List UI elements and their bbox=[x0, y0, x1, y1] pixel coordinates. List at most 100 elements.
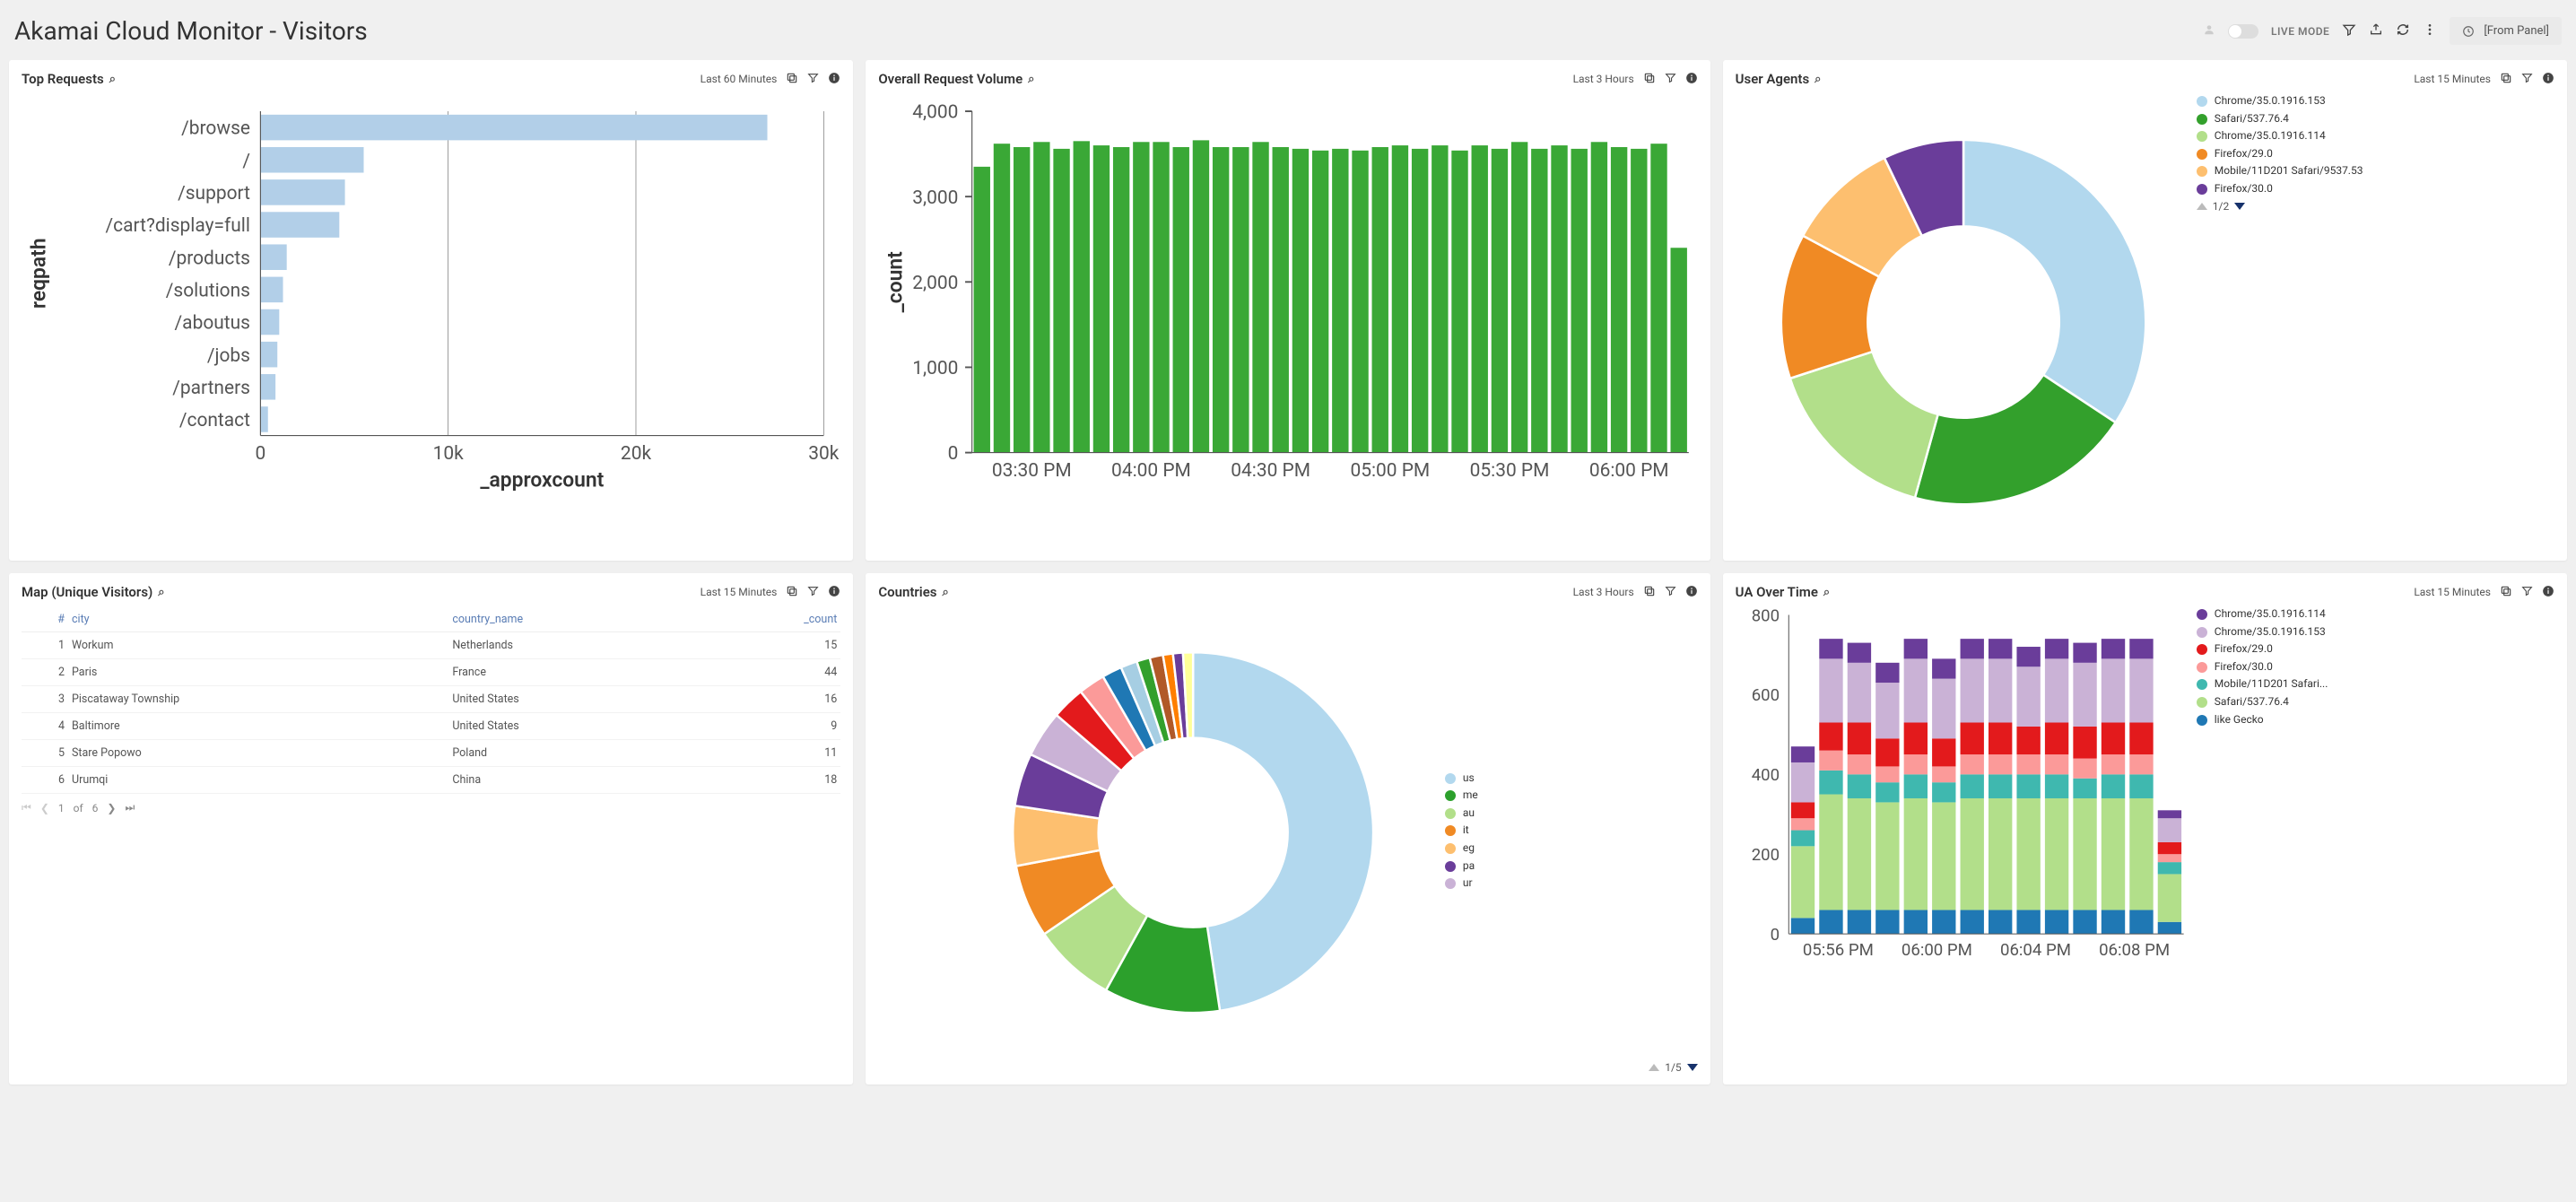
info-icon[interactable] bbox=[1685, 72, 1698, 87]
visitors-table: #citycountry_name_count 1WorkumNetherlan… bbox=[22, 607, 840, 794]
legend-item[interactable]: Chrome/35.0.1916.153 bbox=[2197, 94, 2554, 109]
panel-timerange: Last 60 Minutes bbox=[701, 73, 778, 85]
magnify-icon[interactable]: ⌕ bbox=[1823, 586, 1830, 599]
filter-icon[interactable] bbox=[2521, 585, 2533, 599]
panel-title-text: Map (Unique Visitors) bbox=[22, 584, 152, 600]
panel-map-visitors: Map (Unique Visitors) ⌕ Last 15 Minutes #… bbox=[9, 573, 853, 1084]
header-controls: LIVE MODE [From Panel] bbox=[2203, 17, 2562, 45]
legend-item[interactable]: me bbox=[1445, 788, 1609, 803]
pager-prev-icon[interactable]: ❮ bbox=[40, 802, 49, 814]
table-header[interactable]: _count bbox=[707, 607, 841, 632]
table-header[interactable]: city bbox=[68, 607, 448, 632]
legend-item[interactable]: Chrome/35.0.1916.114 bbox=[2197, 129, 2554, 144]
info-icon[interactable] bbox=[1685, 585, 1698, 600]
copy-icon[interactable] bbox=[786, 72, 798, 87]
legend-item[interactable]: Safari/537.76.4 bbox=[2197, 695, 2554, 710]
filter-icon[interactable] bbox=[1665, 585, 1676, 599]
copy-icon[interactable] bbox=[1643, 72, 1656, 87]
svg-text:4,000: 4,000 bbox=[913, 102, 959, 124]
pager-current: 1 bbox=[58, 802, 65, 814]
svg-text:05:30 PM: 05:30 PM bbox=[1470, 460, 1550, 482]
legend-item[interactable]: eg bbox=[1445, 841, 1609, 856]
svg-text:/cart?display=full: /cart?display=full bbox=[106, 215, 250, 237]
magnify-icon[interactable]: ⌕ bbox=[1028, 73, 1034, 86]
info-icon[interactable] bbox=[2542, 585, 2554, 600]
legend-item[interactable]: Firefox/30.0 bbox=[2197, 182, 2554, 196]
magnify-icon[interactable]: ⌕ bbox=[158, 586, 164, 599]
pager-next-icon[interactable] bbox=[2234, 203, 2245, 210]
legend-item[interactable]: Firefox/29.0 bbox=[2197, 642, 2554, 657]
info-icon[interactable] bbox=[828, 585, 840, 600]
pager-next-icon[interactable] bbox=[1687, 1064, 1698, 1071]
magnify-icon[interactable]: ⌕ bbox=[943, 586, 949, 599]
filter-icon[interactable] bbox=[2521, 72, 2533, 86]
panel-countries: Countries⌕ Last 3 Hours usmeauitegpaur 1… bbox=[866, 573, 1710, 1084]
table-header[interactable]: # bbox=[22, 607, 68, 632]
pager-prev-icon[interactable] bbox=[1649, 1064, 1659, 1071]
timerange-button[interactable]: [From Panel] bbox=[2450, 17, 2562, 45]
filter-icon[interactable] bbox=[807, 72, 819, 86]
copy-icon[interactable] bbox=[1643, 585, 1656, 600]
legend-item[interactable]: Firefox/30.0 bbox=[2197, 660, 2554, 675]
panel-timerange: Last 15 Minutes bbox=[701, 586, 778, 598]
panel-title-text: User Agents bbox=[1736, 71, 1810, 87]
svg-text:20k: 20k bbox=[621, 443, 652, 465]
user-agents-legend: Chrome/35.0.1916.153 Safari/537.76.4 Chrom… bbox=[2197, 94, 2554, 550]
copy-icon[interactable] bbox=[2500, 72, 2512, 87]
magnify-icon[interactable]: ⌕ bbox=[109, 73, 116, 86]
table-row[interactable]: 4BaltimoreUnited States9 bbox=[22, 713, 840, 740]
legend-item[interactable]: Safari/537.76.4 bbox=[2197, 112, 2554, 126]
svg-text:/contact: /contact bbox=[179, 410, 250, 431]
copy-icon[interactable] bbox=[2500, 585, 2512, 600]
svg-text:400: 400 bbox=[1751, 765, 1779, 785]
pager-next-icon[interactable]: ❯ bbox=[107, 802, 116, 814]
svg-text:0: 0 bbox=[1770, 925, 1779, 945]
info-icon[interactable] bbox=[828, 72, 840, 87]
svg-text:/jobs: /jobs bbox=[207, 345, 250, 367]
panel-timerange: Last 3 Hours bbox=[1573, 73, 1634, 85]
svg-text:04:30 PM: 04:30 PM bbox=[1231, 460, 1311, 482]
table-row[interactable]: 6UrumqiChina18 bbox=[22, 767, 840, 794]
svg-text:/solutions: /solutions bbox=[166, 280, 250, 301]
legend-item[interactable]: Chrome/35.0.1916.153 bbox=[2197, 625, 2554, 640]
legend-item[interactable]: Chrome/35.0.1916.114 bbox=[2197, 607, 2554, 622]
pager-last-icon[interactable]: ⏭ bbox=[125, 801, 135, 814]
legend-item[interactable]: Firefox/29.0 bbox=[2197, 147, 2554, 161]
panel-timerange: Last 3 Hours bbox=[1573, 586, 1634, 598]
table-header[interactable]: country_name bbox=[448, 607, 706, 632]
export-icon[interactable] bbox=[2369, 22, 2383, 40]
filter-icon[interactable] bbox=[2342, 22, 2356, 40]
table-row[interactable]: 3Piscataway TownshipUnited States16 bbox=[22, 686, 840, 713]
info-icon[interactable] bbox=[2542, 72, 2554, 87]
ua-over-time-chart: 020040060080005:56 PM06:00 PM06:04 PM06:… bbox=[1736, 607, 2191, 971]
legend-item[interactable]: us bbox=[1445, 771, 1609, 786]
filter-icon[interactable] bbox=[807, 585, 819, 599]
filter-icon[interactable] bbox=[1665, 72, 1676, 86]
table-row[interactable]: 5Stare PopowoPoland11 bbox=[22, 740, 840, 767]
table-row[interactable]: 2ParisFrance44 bbox=[22, 659, 840, 686]
live-mode-toggle[interactable] bbox=[2228, 24, 2258, 39]
svg-text:/aboutus: /aboutus bbox=[175, 313, 250, 335]
pager-first-icon[interactable]: ⏮ bbox=[22, 801, 31, 814]
copy-icon[interactable] bbox=[786, 585, 798, 600]
countries-legend: us me au it eg pa ur bbox=[1445, 771, 1609, 891]
legend-item[interactable]: Mobile/11D201 Safari... bbox=[2197, 677, 2554, 692]
legend-item[interactable]: Mobile/11D201 Safari/9537.53 bbox=[2197, 164, 2554, 179]
pager-prev-icon[interactable] bbox=[2197, 203, 2207, 210]
legend-item[interactable]: pa bbox=[1445, 859, 1609, 874]
svg-text:06:00 PM: 06:00 PM bbox=[1902, 940, 1972, 960]
table-row[interactable]: 1WorkumNetherlands15 bbox=[22, 632, 840, 659]
legend-item[interactable]: like Gecko bbox=[2197, 713, 2554, 727]
legend-item[interactable]: au bbox=[1445, 806, 1609, 821]
legend-item[interactable]: ur bbox=[1445, 876, 1609, 891]
svg-text:05:56 PM: 05:56 PM bbox=[1802, 940, 1873, 960]
panel-title-text: Top Requests bbox=[22, 71, 104, 87]
svg-text:0: 0 bbox=[948, 443, 959, 465]
refresh-icon[interactable] bbox=[2396, 22, 2410, 40]
svg-text:03:30 PM: 03:30 PM bbox=[992, 460, 1072, 482]
legend-item[interactable]: it bbox=[1445, 823, 1609, 838]
ua-over-time-legend: Chrome/35.0.1916.114 Chrome/35.0.1916.153… bbox=[2197, 607, 2554, 971]
more-icon[interactable] bbox=[2423, 22, 2437, 40]
magnify-icon[interactable]: ⌕ bbox=[1815, 73, 1821, 86]
panel-ua-over-time: UA Over Time⌕ Last 15 Minutes 0200400600… bbox=[1723, 573, 2567, 1084]
